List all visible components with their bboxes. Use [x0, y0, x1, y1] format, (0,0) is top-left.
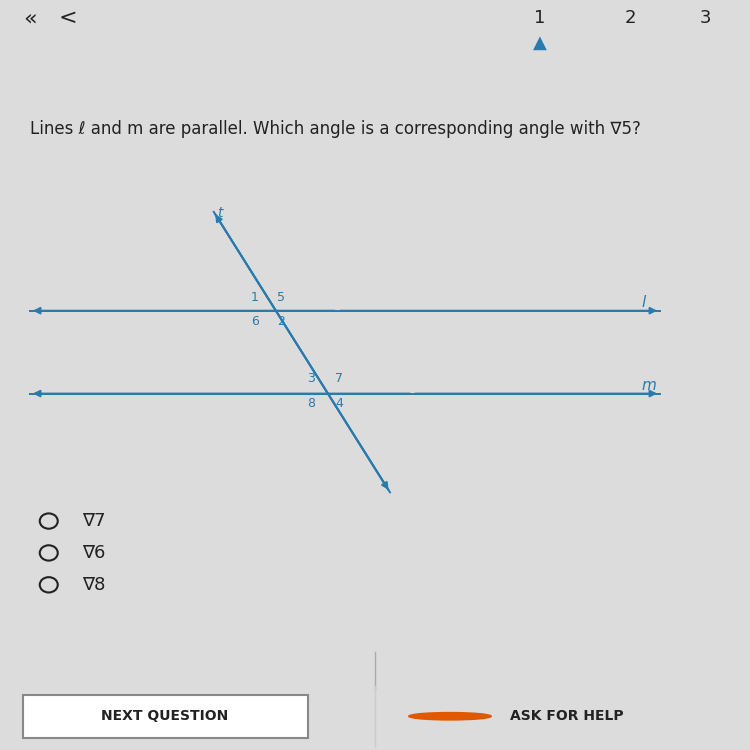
Text: t: t — [217, 206, 223, 220]
Text: 2: 2 — [624, 10, 636, 27]
Text: <: < — [58, 8, 76, 28]
Text: ∇8: ∇8 — [82, 576, 106, 594]
Text: ∇7: ∇7 — [82, 512, 106, 530]
Text: m: m — [641, 378, 656, 393]
Text: ∇6: ∇6 — [82, 544, 106, 562]
Text: 4: 4 — [335, 397, 343, 410]
Text: 1: 1 — [534, 10, 546, 27]
Text: Lines ℓ and m are parallel. Which angle is a corresponding angle with ∇5?: Lines ℓ and m are parallel. Which angle … — [30, 120, 640, 138]
Text: 3: 3 — [699, 10, 711, 27]
Text: 5: 5 — [278, 292, 285, 304]
Text: 8: 8 — [308, 397, 315, 410]
Text: 2: 2 — [278, 315, 285, 328]
Text: 6: 6 — [251, 315, 259, 328]
Text: «: « — [23, 8, 37, 28]
Text: l: l — [641, 295, 646, 310]
Text: 3: 3 — [308, 373, 315, 386]
Text: NEXT QUESTION: NEXT QUESTION — [101, 710, 229, 723]
Text: ASK FOR HELP: ASK FOR HELP — [510, 710, 624, 723]
Text: 7: 7 — [335, 373, 343, 386]
Text: ▲: ▲ — [533, 34, 547, 52]
Text: 1: 1 — [251, 292, 259, 304]
Circle shape — [409, 712, 491, 720]
FancyBboxPatch shape — [22, 694, 308, 738]
